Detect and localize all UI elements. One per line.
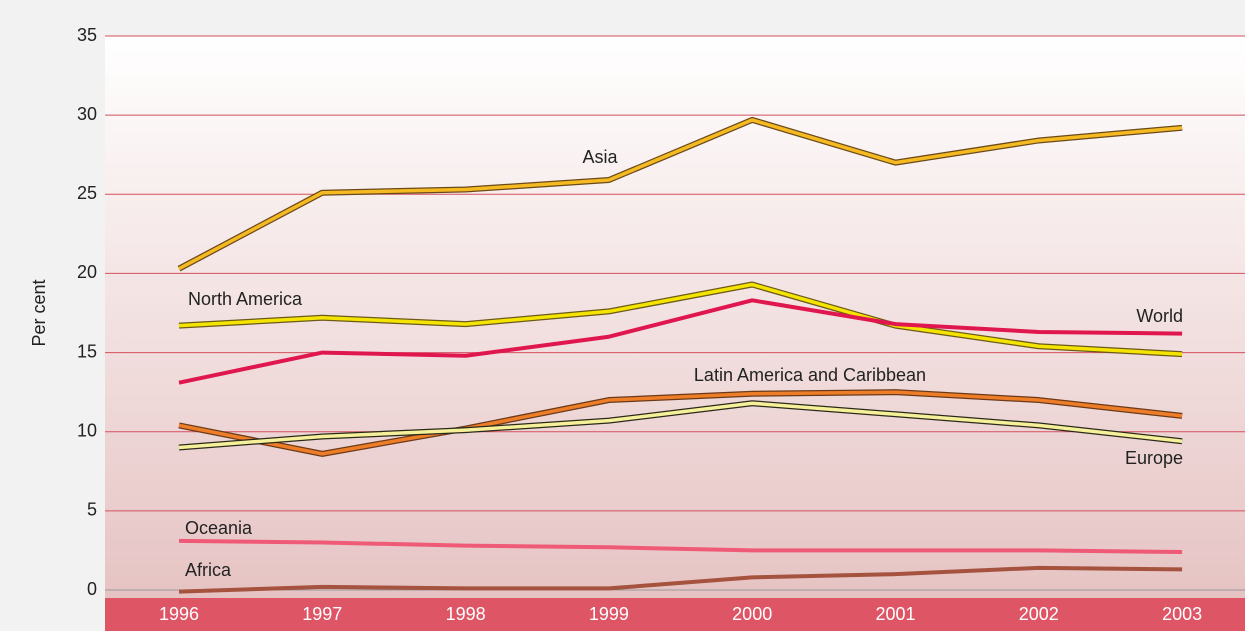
line	[178, 401, 1183, 450]
x-tick-label: 1997	[302, 604, 342, 624]
series-label: World	[1136, 306, 1183, 326]
line	[178, 390, 1183, 456]
line	[178, 298, 1183, 385]
x-tick-label: 1999	[589, 604, 629, 624]
x-tick-label: 2001	[875, 604, 915, 624]
y-tick-label: 35	[77, 25, 97, 45]
line	[178, 118, 1183, 271]
series-label: North America	[188, 289, 303, 309]
y-tick-label: 5	[87, 500, 97, 520]
line	[178, 565, 1183, 594]
line	[178, 538, 1183, 555]
y-tick-label: 15	[77, 341, 97, 361]
line	[178, 282, 1183, 356]
series-label: Oceania	[185, 518, 253, 538]
y-tick-label: 10	[77, 420, 97, 440]
series-label: Africa	[185, 560, 232, 580]
x-tick-label: 2003	[1162, 604, 1202, 624]
series-label: Asia	[582, 147, 618, 167]
x-tick-label: 2002	[1019, 604, 1059, 624]
y-tick-label: 25	[77, 183, 97, 203]
y-tick-label: 20	[77, 262, 97, 282]
x-tick-label: 1998	[446, 604, 486, 624]
series-label: Europe	[1125, 448, 1183, 468]
plot-area	[105, 36, 1245, 598]
series-label: Latin America and Caribbean	[694, 365, 926, 385]
x-tick-label: 2000	[732, 604, 772, 624]
y-axis-label: Per cent	[29, 279, 49, 346]
x-tick-label: 1996	[159, 604, 199, 624]
y-tick-label: 0	[87, 579, 97, 599]
x-axis-band	[105, 598, 1245, 631]
y-tick-label: 30	[77, 104, 97, 124]
